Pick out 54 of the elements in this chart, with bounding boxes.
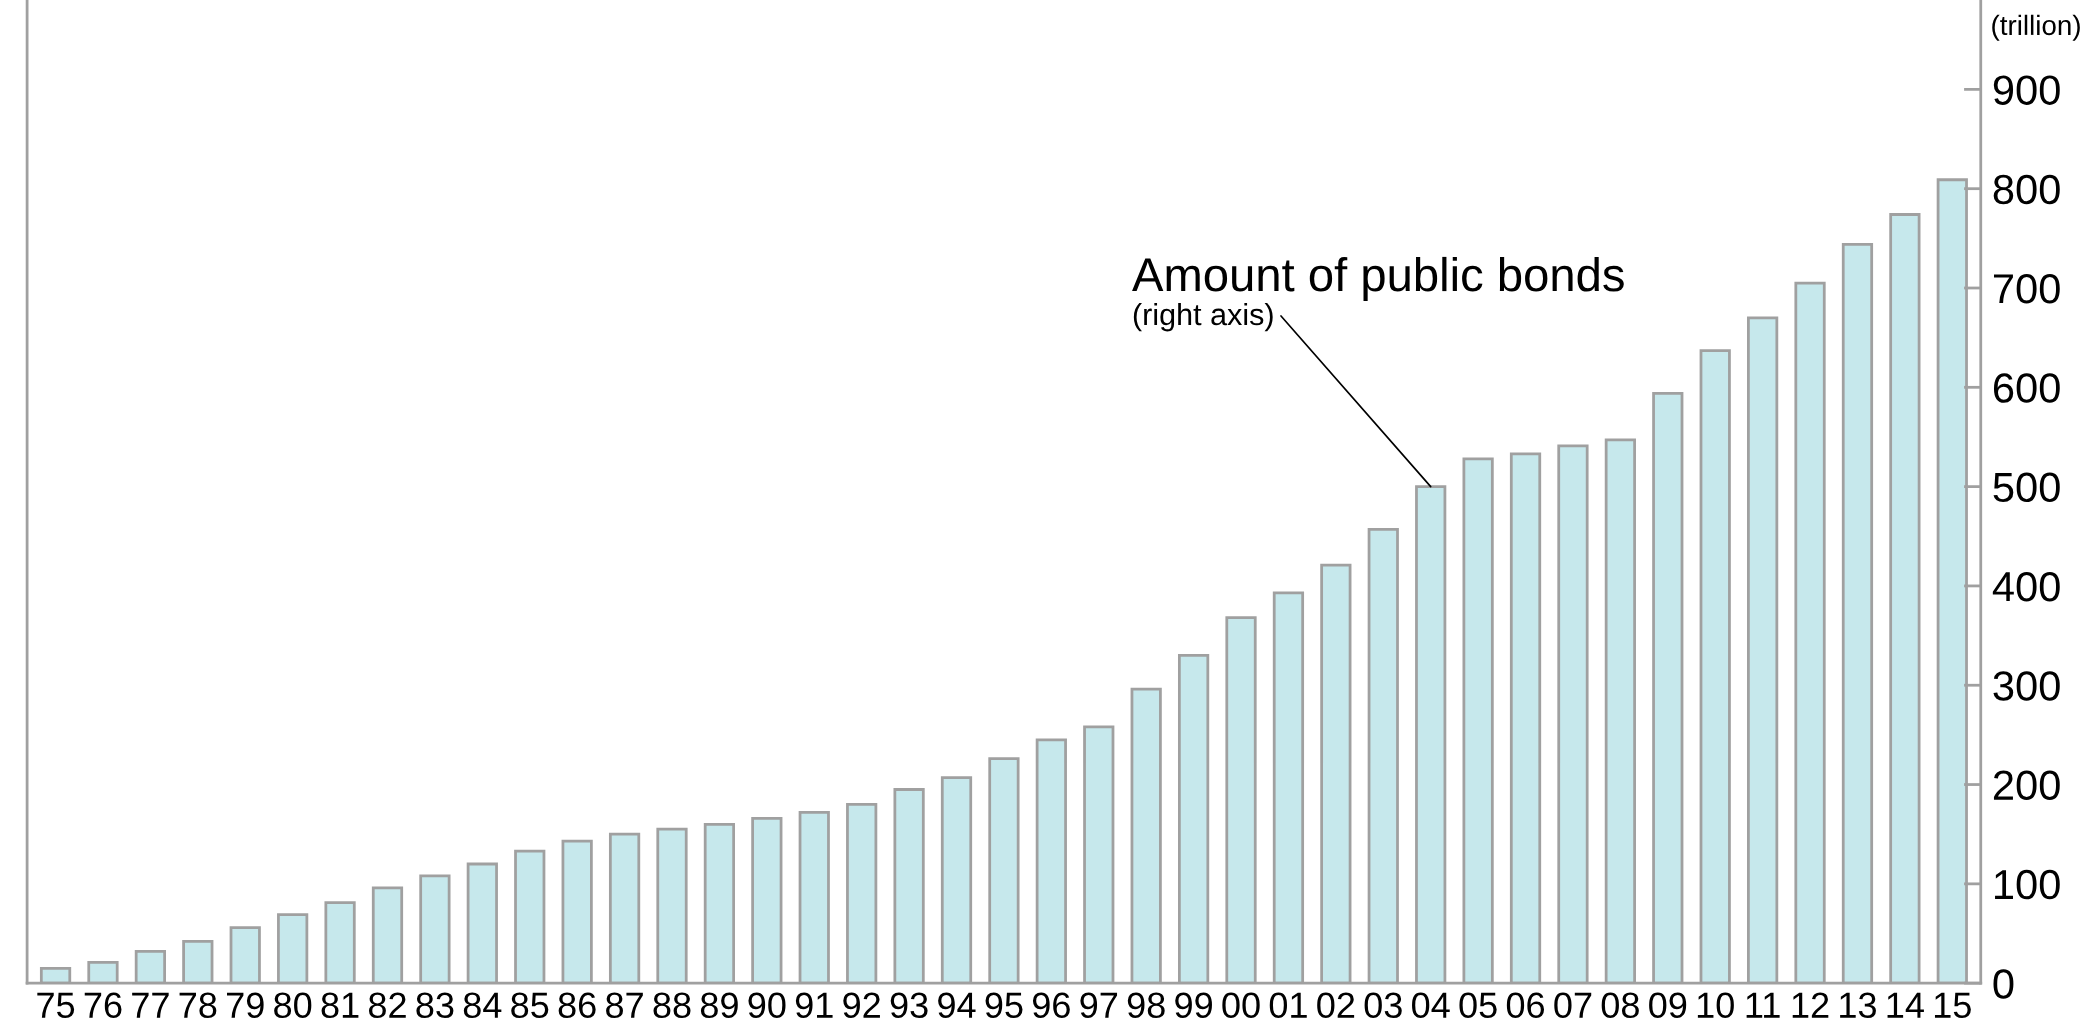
x-tick-label: 97	[1080, 992, 1118, 1019]
x-tick-label: 03	[1364, 992, 1402, 1019]
annotation: (right axis)	[1133, 302, 1273, 332]
x-tick-label: 87	[606, 992, 643, 1019]
x-tick-label: 15	[1934, 992, 1971, 1019]
x-tick-label: 13	[1840, 992, 1876, 1019]
y-tick-label: 700	[1994, 274, 2060, 304]
x-tick-label: 12	[1792, 992, 1829, 1018]
x-tick-label: 75	[37, 992, 75, 1019]
x-tick-label: 79	[227, 992, 264, 1019]
x-tick-label: 86	[558, 992, 596, 1019]
annotation: Amount of public bonds	[1132, 256, 1624, 301]
y-tick-label: 0	[1993, 969, 2014, 999]
x-tick-label: 84	[463, 992, 502, 1019]
x-tick-label: 89	[700, 992, 738, 1019]
y-tick-label: 500	[1993, 472, 2060, 503]
y-tick-label: 900	[1993, 75, 2060, 105]
y-axis-title: (trillion)	[1992, 14, 2080, 41]
x-tick-label: 90	[748, 992, 786, 1019]
x-tick-label: 96	[1032, 992, 1070, 1019]
x-tick-label: 88	[653, 992, 691, 1019]
x-tick-label: 98	[1127, 992, 1165, 1019]
x-tick-label: 05	[1459, 992, 1497, 1019]
y-tick-label: 300	[1993, 671, 2060, 701]
x-tick-label: 99	[1175, 992, 1212, 1019]
y-tick-label: 100	[1995, 869, 2060, 900]
x-tick-label: 77	[132, 992, 169, 1018]
x-tick-label: 93	[890, 992, 928, 1019]
x-tick-label: 11	[1746, 992, 1780, 1018]
x-tick-label: 76	[84, 992, 122, 1019]
x-tick-label: 80	[274, 992, 312, 1019]
x-tick-label: 14	[1887, 992, 1924, 1018]
x-tick-label: 04	[1412, 992, 1450, 1019]
x-tick-label: 81	[321, 992, 359, 1019]
x-tick-label: 82	[368, 992, 406, 1019]
y-tick-label: 200	[1993, 770, 2060, 801]
y-tick-label: 800	[1993, 174, 2060, 205]
x-tick-label: 78	[179, 992, 217, 1019]
x-tick-label: 83	[416, 992, 454, 1019]
x-tick-label: 02	[1317, 992, 1355, 1019]
y-tick-label: 600	[1993, 373, 2060, 403]
x-tick-label: 08	[1601, 992, 1639, 1019]
x-tick-label: 01	[1269, 992, 1307, 1019]
x-tick-label: 92	[843, 992, 880, 1019]
x-tick-label: 07	[1554, 992, 1592, 1019]
x-tick-label: 91	[795, 992, 833, 1019]
x-tick-label: 09	[1649, 992, 1687, 1019]
x-tick-label: 95	[985, 992, 1023, 1019]
y-tick-label: 400	[1992, 571, 2060, 602]
x-tick-label: 06	[1506, 992, 1545, 1019]
x-tick-label: 85	[511, 992, 549, 1019]
x-tick-label: 10	[1697, 992, 1734, 1019]
x-tick-label: 94	[938, 992, 976, 1019]
x-tick-label: 00	[1222, 992, 1260, 1019]
